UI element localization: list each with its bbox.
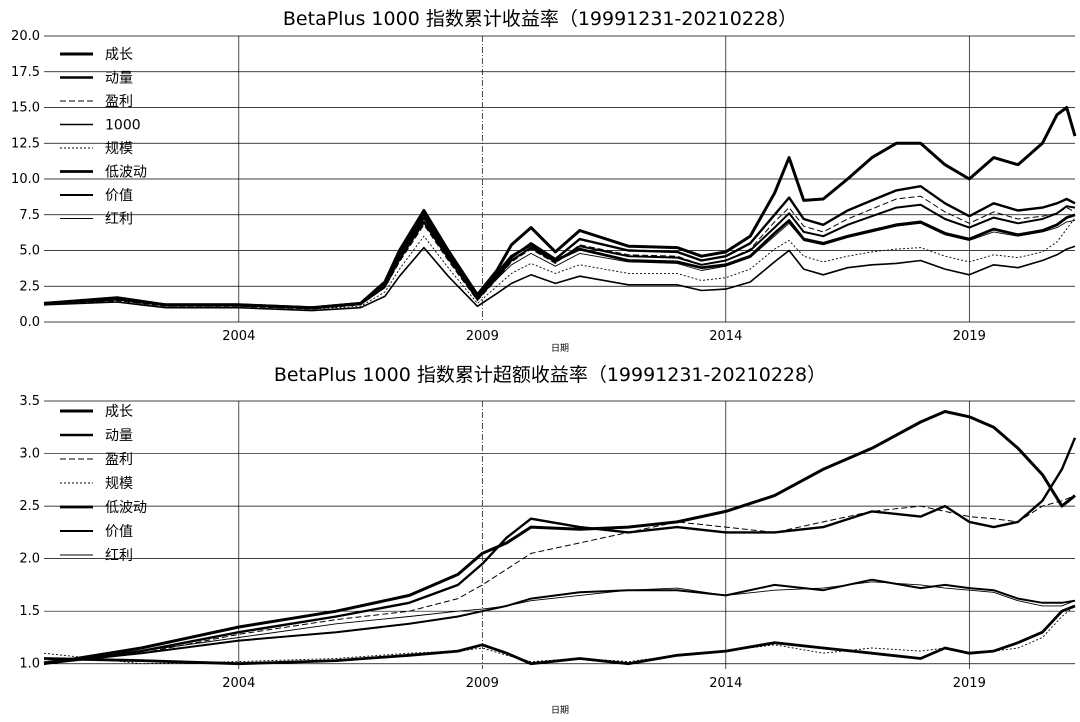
chart-1-series-0-line <box>43 106 1077 310</box>
chart-1-legend-label-7: 红利 <box>105 212 133 228</box>
chart-1-legend-label-0: 成长 <box>105 47 133 63</box>
chart-2-xlabel: 日期 <box>551 705 569 716</box>
chart-1-series-6-line <box>43 203 1076 309</box>
chart-1-series-3-line <box>43 245 1076 312</box>
chart-1-legend-label-5: 低波动 <box>105 165 147 181</box>
chart-1-ytick-1: 2.5 <box>19 279 40 294</box>
chart-1-ytick-8: 20.0 <box>11 29 40 44</box>
chart-1-xtick-3: 2019 <box>953 329 986 344</box>
chart-1-ytick-0: 0.0 <box>19 315 40 330</box>
chart-2-ytick-1: 1.5 <box>19 604 40 619</box>
chart-2-xtick-1: 2009 <box>466 676 499 691</box>
chart-1-series-2-line <box>43 195 1076 310</box>
chart-2-legend-label-4: 低波动 <box>105 500 147 516</box>
chart-2-legend-label-2: 盈利 <box>105 452 133 468</box>
chart-1-series-4-line <box>43 217 1076 310</box>
chart-1-legend-label-2: 盈利 <box>105 94 133 110</box>
chart-2-ytick-2: 2.0 <box>19 552 40 567</box>
chart-1-title: BetaPlus 1000 指数累计收益率（19991231-20210228） <box>283 8 797 30</box>
chart-2-legend-label-1: 动量 <box>105 428 133 444</box>
chart-2-legend-label-6: 红利 <box>105 548 133 564</box>
chart-1-ytick-6: 15.0 <box>11 101 40 116</box>
chart-1-legend-label-4: 规模 <box>105 141 133 157</box>
chart-1-xtick-2: 2014 <box>709 329 742 344</box>
chart-1-ytick-2: 5.0 <box>19 244 40 259</box>
chart-2-legend-label-3: 规模 <box>105 476 133 492</box>
chart-2-series-2-line <box>43 495 1076 665</box>
chart-1-legend-label-6: 价值 <box>105 188 133 204</box>
chart-2-xtick-3: 2019 <box>953 676 986 691</box>
chart-2-ytick-3: 2.5 <box>19 499 40 514</box>
chart-1-ytick-5: 12.5 <box>11 136 40 151</box>
chart-2-ytick-0: 1.0 <box>19 657 40 672</box>
chart-2-legend-label-0: 成长 <box>105 404 133 420</box>
chart-2-ytick-5: 3.5 <box>19 394 40 409</box>
chart-2-series-1-line <box>43 437 1077 665</box>
chart-1-series-7-line <box>43 220 1076 309</box>
chart-1-xtick-1: 2009 <box>466 329 499 344</box>
chart-1-xlabel: 日期 <box>551 343 569 354</box>
chart-2-series-4-line <box>43 604 1076 666</box>
chart-1-legend-label-1: 动量 <box>105 71 133 87</box>
chart-1-ytick-7: 17.5 <box>11 65 40 80</box>
chart-2-legend-label-5: 价值 <box>105 524 133 540</box>
chart-2-ytick-4: 3.0 <box>19 447 40 462</box>
chart-1-ytick-3: 7.5 <box>19 208 40 223</box>
chart-1-series-5-line <box>43 211 1076 310</box>
chart-2-series-6-line <box>43 581 1076 663</box>
chart-2-xtick-2: 2014 <box>709 676 742 691</box>
chart-2-title: BetaPlus 1000 指数累计超额收益率（19991231-2021022… <box>274 364 826 386</box>
chart-2-xtick-0: 2004 <box>222 676 255 691</box>
chart-1-xtick-0: 2004 <box>222 329 255 344</box>
chart-1-ytick-4: 10.0 <box>11 172 40 187</box>
chart-1-legend-label-3: 1000 <box>105 118 141 134</box>
chart-2-series-0-line <box>43 410 1076 666</box>
chart-2-series-5-line <box>43 578 1076 665</box>
